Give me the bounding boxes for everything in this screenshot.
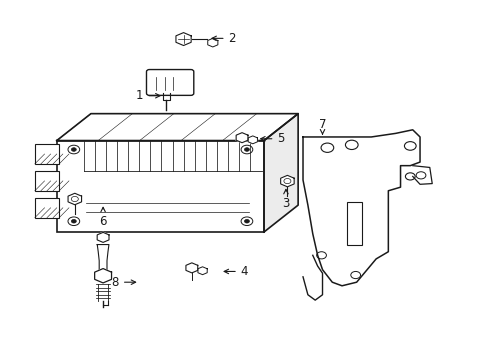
Polygon shape — [176, 33, 191, 45]
Bar — [35, 144, 59, 164]
Bar — [35, 198, 59, 218]
Polygon shape — [247, 136, 257, 144]
Text: 4: 4 — [224, 265, 248, 278]
Polygon shape — [198, 267, 207, 275]
Polygon shape — [57, 114, 298, 140]
Polygon shape — [68, 193, 81, 205]
Bar — [35, 171, 59, 191]
Text: 3: 3 — [282, 189, 289, 210]
Circle shape — [71, 148, 76, 151]
Text: 5: 5 — [260, 132, 284, 145]
Polygon shape — [207, 39, 218, 47]
Polygon shape — [97, 232, 109, 242]
Polygon shape — [236, 133, 247, 143]
Bar — [346, 202, 361, 244]
Circle shape — [71, 220, 76, 223]
Circle shape — [244, 148, 249, 151]
Text: 2: 2 — [211, 32, 236, 45]
Polygon shape — [412, 166, 431, 184]
Polygon shape — [185, 263, 197, 273]
Text: 8: 8 — [111, 276, 135, 289]
Polygon shape — [303, 130, 419, 286]
Circle shape — [244, 220, 249, 223]
Polygon shape — [95, 269, 111, 283]
Polygon shape — [97, 244, 109, 273]
FancyBboxPatch shape — [146, 69, 193, 95]
Text: 1: 1 — [136, 89, 160, 102]
Polygon shape — [280, 175, 294, 187]
Bar — [57, 140, 264, 232]
Text: 6: 6 — [99, 207, 106, 228]
Text: 7: 7 — [318, 118, 325, 134]
Polygon shape — [264, 114, 298, 232]
